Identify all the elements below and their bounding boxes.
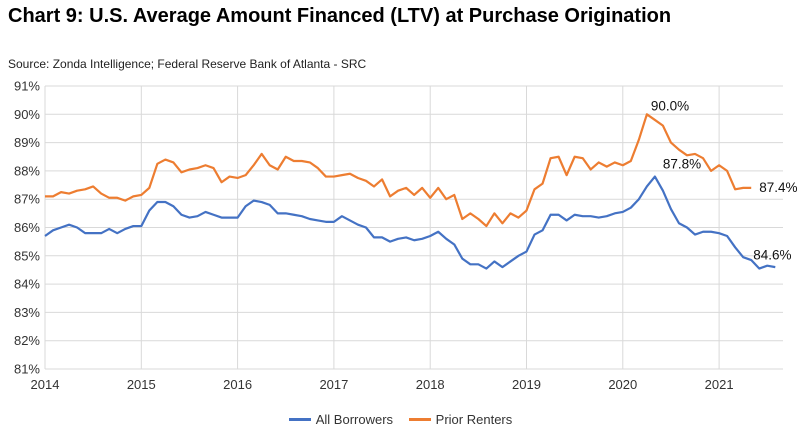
chart-source: Source: Zonda Intelligence; Federal Rese…	[8, 57, 367, 71]
legend: All Borrowers Prior Renters	[0, 409, 801, 427]
legend-item-all-borrowers: All Borrowers	[288, 412, 394, 427]
data-label: 87.8%	[663, 157, 701, 172]
y-tick-label: 86%	[14, 220, 40, 235]
x-tick-label: 2019	[512, 377, 541, 392]
x-tick-label: 2017	[319, 377, 348, 392]
y-tick-label: 88%	[14, 163, 40, 178]
legend-label: Prior Renters	[435, 412, 513, 427]
y-tick-label: 85%	[14, 248, 40, 263]
x-tick-label: 2016	[223, 377, 252, 392]
x-tick-label: 2020	[608, 377, 637, 392]
y-tick-label: 83%	[14, 305, 40, 320]
legend-label: All Borrowers	[315, 412, 394, 427]
y-tick-label: 84%	[14, 277, 40, 292]
legend-swatch	[288, 418, 311, 421]
chart-title: Chart 9: U.S. Average Amount Financed (L…	[8, 5, 672, 27]
x-tick-label: 2015	[127, 377, 156, 392]
legend-item-prior-renters: Prior Renters	[408, 412, 513, 427]
y-tick-label: 91%	[14, 79, 40, 94]
x-tick-label: 2018	[416, 377, 445, 392]
y-tick-label: 89%	[14, 135, 40, 150]
y-tick-label: 90%	[14, 107, 40, 122]
y-tick-label: 82%	[14, 333, 40, 348]
x-tick-label: 2021	[705, 377, 734, 392]
data-label: 90.0%	[651, 98, 689, 113]
legend-swatch	[408, 418, 431, 421]
y-tick-label: 81%	[14, 362, 40, 377]
data-label: 84.6%	[753, 248, 791, 263]
series-line-all-borrowers	[44, 175, 776, 270]
data-label: 87.4%	[759, 180, 797, 195]
y-tick-label: 87%	[14, 192, 40, 207]
x-tick-label: 2014	[31, 377, 60, 392]
